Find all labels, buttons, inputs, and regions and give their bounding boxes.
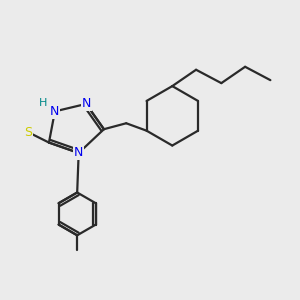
Text: N: N <box>74 146 83 160</box>
Text: N: N <box>50 105 60 118</box>
Text: S: S <box>24 126 32 139</box>
Text: H: H <box>39 98 47 108</box>
Text: N: N <box>81 98 91 110</box>
